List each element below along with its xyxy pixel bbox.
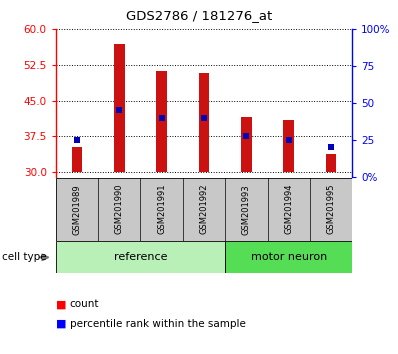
Text: count: count bbox=[70, 299, 99, 309]
Text: cell type: cell type bbox=[2, 252, 47, 262]
Text: GSM201991: GSM201991 bbox=[157, 184, 166, 234]
Bar bbox=[326, 154, 336, 172]
Bar bbox=[156, 71, 167, 172]
Text: GSM201989: GSM201989 bbox=[72, 184, 82, 235]
Text: motor neuron: motor neuron bbox=[251, 252, 327, 262]
Text: reference: reference bbox=[114, 252, 167, 262]
Text: GSM201990: GSM201990 bbox=[115, 184, 124, 234]
Bar bbox=[114, 44, 125, 172]
Text: GSM201992: GSM201992 bbox=[199, 184, 209, 234]
Text: percentile rank within the sample: percentile rank within the sample bbox=[70, 319, 246, 329]
Text: GSM201995: GSM201995 bbox=[326, 184, 336, 234]
Text: GSM201993: GSM201993 bbox=[242, 184, 251, 235]
Bar bbox=[241, 117, 252, 172]
Bar bbox=[199, 73, 209, 172]
Bar bbox=[72, 147, 82, 172]
Text: ■: ■ bbox=[56, 319, 66, 329]
Bar bbox=[283, 120, 294, 172]
Bar bbox=[225, 241, 352, 273]
Text: ■: ■ bbox=[56, 299, 66, 309]
Text: GSM201994: GSM201994 bbox=[284, 184, 293, 234]
Text: GDS2786 / 181276_at: GDS2786 / 181276_at bbox=[126, 9, 272, 22]
Bar bbox=[56, 241, 225, 273]
